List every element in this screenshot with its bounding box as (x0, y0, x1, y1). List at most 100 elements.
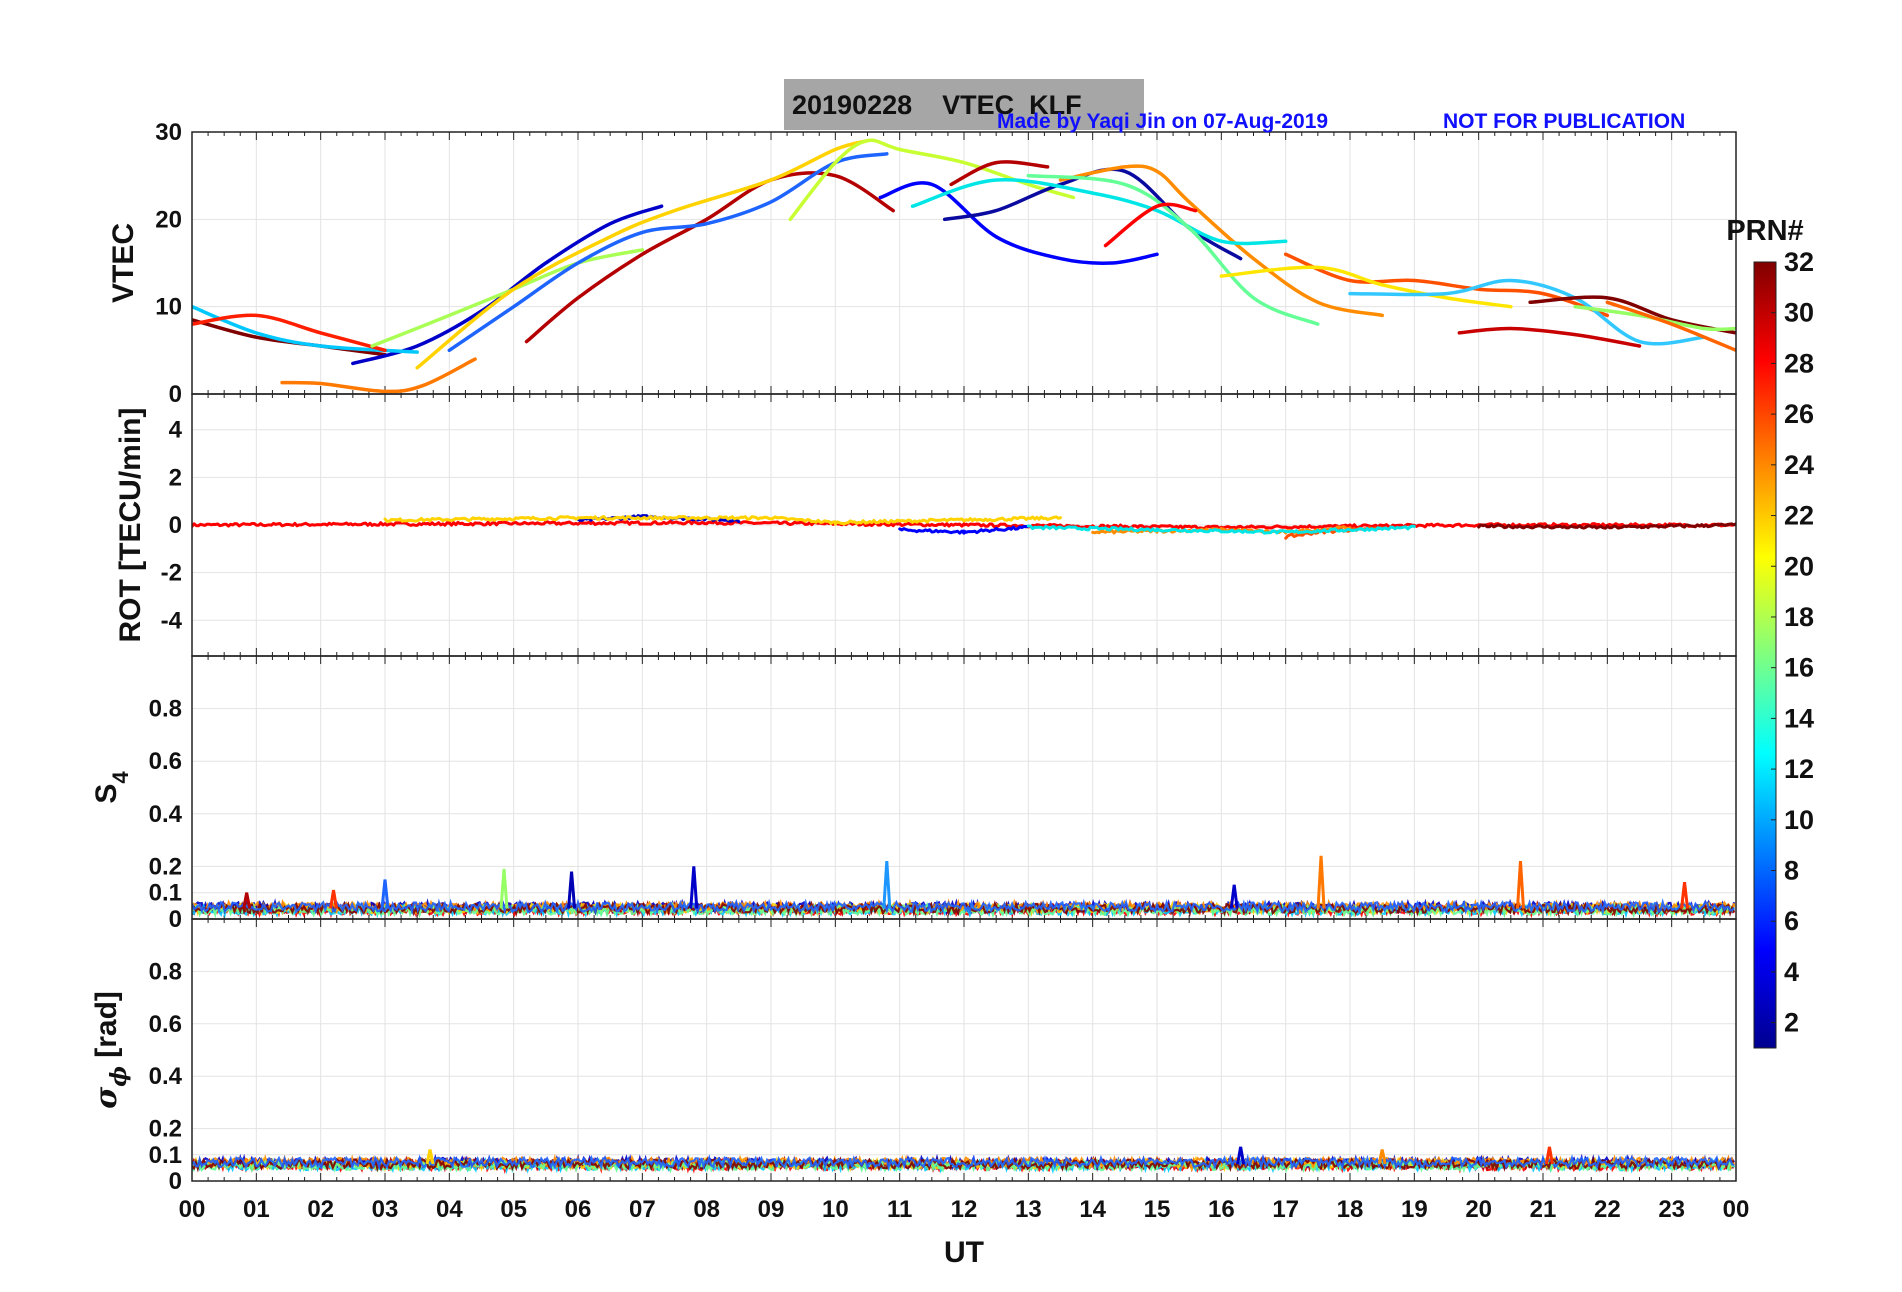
spike (380, 879, 390, 909)
y-tick-label: 0.2 (149, 1116, 182, 1143)
x-tick-label: 02 (307, 1196, 334, 1223)
y-tick-label: 0.4 (149, 801, 183, 828)
colorbar-tick-label: 14 (1784, 703, 1814, 733)
x-tick-label: 08 (693, 1196, 720, 1223)
panel-rot: -4 -2 0 2 4 ROT [TECU/min] (114, 393, 1737, 657)
x-tick-label: 07 (629, 1196, 656, 1223)
colorbar-tick-label: 26 (1784, 399, 1814, 429)
series-line-24 (1605, 300, 1736, 353)
series-line-17 (1103, 202, 1198, 248)
y-tick-label: -2 (161, 560, 182, 587)
spike (1544, 1146, 1554, 1165)
x-tick-label: 06 (565, 1196, 592, 1223)
y-tick-label: 0 (169, 512, 182, 539)
y-axis-label: VTEC (107, 223, 140, 303)
spike (689, 866, 699, 909)
series-line-4 (898, 524, 1030, 535)
spike (567, 871, 577, 909)
y-tick-label: 10 (155, 294, 182, 321)
x-tick-label: 09 (758, 1196, 785, 1223)
y-tick-label: 0.2 (149, 853, 182, 880)
y-tick-label: 30 (155, 119, 182, 146)
colorbar-tick-label: 4 (1784, 957, 1799, 987)
x-tick-label: 00 (1723, 1196, 1750, 1223)
colorbar-tick-label: 6 (1784, 906, 1799, 936)
colorbar-tick-label: 24 (1784, 450, 1814, 480)
x-tick-label: 03 (372, 1196, 399, 1223)
series-line-2 (351, 204, 664, 366)
colorbar-tick-label: 18 (1784, 602, 1814, 632)
colorbar-tick-label: 2 (1784, 1008, 1799, 1038)
series-line-7 (370, 248, 645, 348)
spike (1236, 1146, 1246, 1165)
series-line-7 (1026, 524, 1416, 535)
x-tick-label: 15 (1144, 1196, 1171, 1223)
x-tick-label: 18 (1337, 1196, 1364, 1223)
noise-trace (192, 898, 1735, 916)
colorbar-label: PRN# (1726, 215, 1803, 247)
x-tick-label: 12 (951, 1196, 978, 1223)
x-tick-label: 22 (1594, 1196, 1621, 1223)
y-axis-label: σϕ [rad] (89, 991, 132, 1109)
series-group (192, 138, 1736, 394)
spike (1680, 882, 1690, 909)
y-tick-label: 0 (169, 906, 182, 933)
notice-text: NOT FOR PUBLICATION (1443, 110, 1686, 133)
colorbar-tick-label: 22 (1784, 501, 1814, 531)
y-tick-label: 20 (155, 206, 182, 233)
y-tick-label: -4 (161, 607, 183, 634)
x-tick-label: 13 (1015, 1196, 1042, 1223)
x-tick-label: 16 (1208, 1196, 1235, 1223)
panel-sigma_phi: 00.10.2 0.4 0.6 0.8 σϕ [rad] (89, 918, 1737, 1195)
spike (1229, 884, 1239, 909)
series-line-8 (1477, 522, 1736, 530)
spike (242, 892, 252, 909)
chart-title: 20190228 VTEC KLF (792, 90, 1082, 120)
y-tick-label: 0.6 (149, 748, 182, 775)
x-tick-label: 14 (1079, 1196, 1106, 1223)
series-line-15 (910, 177, 1288, 246)
y-tick-label: 0 (169, 381, 182, 408)
colorbar-gradient (1753, 261, 1777, 1049)
y-tick-label: 0 (169, 1168, 182, 1195)
series-group (192, 514, 1736, 540)
series-line-14 (1058, 164, 1384, 318)
spike (329, 889, 339, 909)
colorbar-tick-label: 12 (1784, 754, 1814, 784)
colorbar-tick-label: 10 (1784, 805, 1814, 835)
spike (1515, 861, 1525, 909)
spike (1377, 1149, 1387, 1165)
colorbar-tick-label: 20 (1784, 551, 1814, 581)
y-tick-label: 0.1 (149, 880, 182, 907)
series-line-20 (1348, 278, 1706, 346)
colorbar-tick-label: 8 (1784, 856, 1799, 886)
x-tick-label: 11 (887, 1196, 912, 1223)
colorbar-tick-label: 32 (1784, 247, 1814, 277)
series-group (192, 1146, 1736, 1175)
series-group (192, 855, 1736, 919)
x-tick-label: 10 (822, 1196, 849, 1223)
panel-vtec: 0 10 20 30 VTEC (107, 119, 1737, 408)
colorbar-tick-label: 28 (1784, 348, 1814, 378)
series-line-21 (1457, 326, 1642, 348)
y-tick-label: 4 (169, 417, 183, 444)
spike (882, 861, 892, 909)
spike (425, 1149, 435, 1165)
series-line-16 (1026, 173, 1320, 326)
series-line-5 (524, 171, 895, 344)
y-tick-label: 0.8 (149, 958, 182, 985)
colorbar-tick-label: 16 (1784, 653, 1814, 683)
series-line-8 (447, 152, 889, 353)
x-tick-label: 21 (1530, 1196, 1557, 1223)
y-tick-label: 0.1 (149, 1142, 182, 1169)
x-tick-label: 00 (179, 1196, 206, 1223)
spike (499, 868, 509, 909)
x-tick-label: 17 (1272, 1196, 1299, 1223)
x-tick-label: 05 (500, 1196, 527, 1223)
series-line-6 (280, 357, 477, 394)
spike (1316, 855, 1326, 909)
x-tick-label: 04 (436, 1196, 463, 1223)
panel-s4: 00.10.2 0.4 0.6 0.8 S4 (90, 655, 1737, 933)
credit-text: Made by Yaqi Jin on 07-Aug-2019 (997, 110, 1329, 133)
